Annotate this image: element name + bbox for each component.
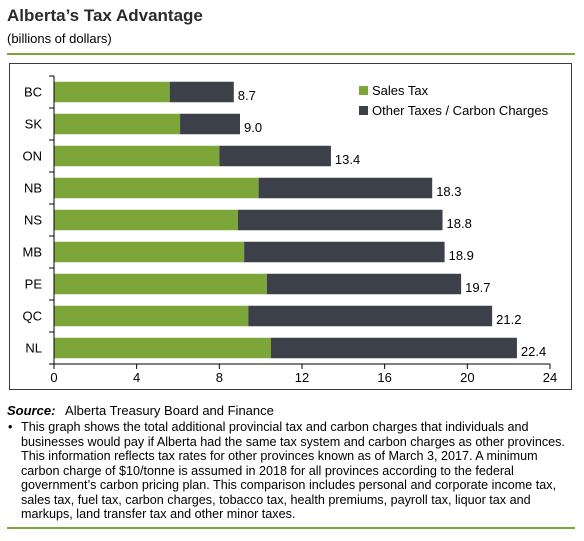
bar-mb-other-taxes [244, 241, 445, 263]
bar-pe-sales-tax [54, 273, 267, 295]
source-line: Source: Alberta Treasury Board and Finan… [7, 403, 274, 418]
bar-sk-sales-tax [54, 113, 181, 135]
bar-bc-other-taxes [169, 81, 234, 103]
category-label-on: ON [23, 149, 43, 164]
x-tick-label-8: 8 [216, 370, 223, 385]
bottom-rule [7, 527, 575, 529]
bar-mb-sales-tax [54, 241, 245, 263]
category-label-mb: MB [23, 245, 43, 260]
bar-sk-other-taxes [180, 113, 240, 135]
source-label: Source: [7, 403, 56, 418]
bullet-glyph: • [8, 420, 13, 434]
bar-nb-sales-tax [54, 177, 259, 199]
bar-on-other-taxes [219, 145, 331, 167]
top-rule [7, 53, 575, 55]
total-label-mb: 18.9 [449, 248, 474, 263]
category-label-qc: QC [23, 309, 43, 324]
x-tick-label-4: 4 [133, 370, 140, 385]
bar-ns-other-taxes [237, 209, 443, 231]
total-label-bc: 8.7 [238, 88, 256, 103]
category-label-pe: PE [25, 277, 43, 292]
bar-nb-other-taxes [258, 177, 433, 199]
bar-qc-other-taxes [248, 305, 493, 327]
bar-ns-sales-tax [54, 209, 238, 231]
category-label-bc: BC [24, 85, 42, 100]
category-label-nl: NL [25, 341, 42, 356]
x-tick-label-20: 20 [460, 370, 474, 385]
page-title: Alberta’s Tax Advantage [7, 6, 203, 25]
bar-on-sales-tax [54, 145, 220, 167]
bar-nl-other-taxes [271, 337, 517, 359]
source-text: Alberta Treasury Board and Finance [65, 403, 274, 418]
bar-bc-sales-tax [54, 81, 170, 103]
bar-nl-sales-tax [54, 337, 271, 359]
total-label-nl: 22.4 [521, 344, 546, 359]
x-tick-label-12: 12 [295, 370, 309, 385]
legend-label-sales-tax: Sales Tax [372, 83, 429, 98]
stacked-bar-chart: BC 8.7 SK 9.0 ON 13.4 NB 18.3 NS 18.8 MB 18.9 PE 19.7… [23, 75, 557, 385]
total-label-sk: 9.0 [244, 120, 262, 135]
bar-pe-other-taxes [266, 273, 462, 295]
total-label-pe: 19.7 [465, 280, 490, 295]
legend-swatch-sales-tax [359, 86, 368, 95]
total-label-qc: 21.2 [496, 312, 521, 327]
category-label-sk: SK [25, 117, 43, 132]
page-subtitle: (billions of dollars) [7, 31, 112, 46]
x-tick-label-16: 16 [377, 370, 391, 385]
total-label-on: 13.4 [335, 152, 360, 167]
total-label-ns: 18.8 [447, 216, 472, 231]
total-label-nb: 18.3 [436, 184, 461, 199]
footnote: • This graph shows the total additional … [7, 420, 573, 522]
bar-qc-sales-tax [54, 305, 249, 327]
x-tick-label-0: 0 [50, 370, 57, 385]
category-label-ns: NS [24, 213, 42, 228]
legend-label-other-taxes: Other Taxes / Carbon Charges [372, 103, 549, 118]
legend-swatch-other-taxes [359, 106, 368, 115]
category-label-nb: NB [24, 181, 42, 196]
x-tick-label-24: 24 [543, 370, 557, 385]
footnote-text: This graph shows the total additional pr… [21, 420, 565, 521]
